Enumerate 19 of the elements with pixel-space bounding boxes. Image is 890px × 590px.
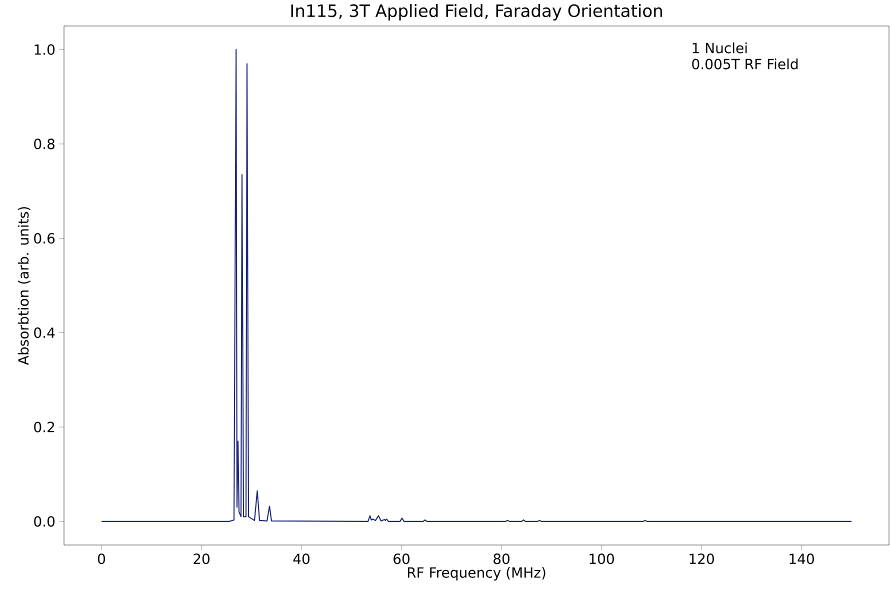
x-tick-label: 120: [690, 554, 714, 564]
x-axis-title: RF Frequency (MHz): [408, 566, 546, 581]
y-tick-label: 0.6: [34, 233, 55, 244]
x-tick-label: 40: [293, 554, 310, 564]
x-tick-label: 140: [790, 554, 814, 564]
y-tick-label: 1.0: [34, 44, 55, 55]
y-tick-label: 0.2: [34, 422, 54, 432]
y-tick-label: 0.4: [34, 327, 55, 338]
chart-title: In115, 3T Applied Field, Faraday Orientation: [291, 4, 662, 20]
x-tick-label: 20: [194, 554, 210, 564]
annotation: 1 Nuclei: [692, 42, 747, 54]
x-tick-label: 100: [590, 554, 614, 564]
y-tick-label: 0.8: [34, 138, 55, 150]
x-tick-label: 60: [394, 554, 410, 564]
y-axis-title: Absorbtion (arb. units): [18, 207, 30, 365]
annotation: 0.005T RF Field: [692, 58, 798, 70]
x-tick-label: 80: [494, 554, 510, 564]
x-tick-label: 0: [98, 554, 106, 564]
y-tick-label: 0.0: [34, 516, 55, 527]
